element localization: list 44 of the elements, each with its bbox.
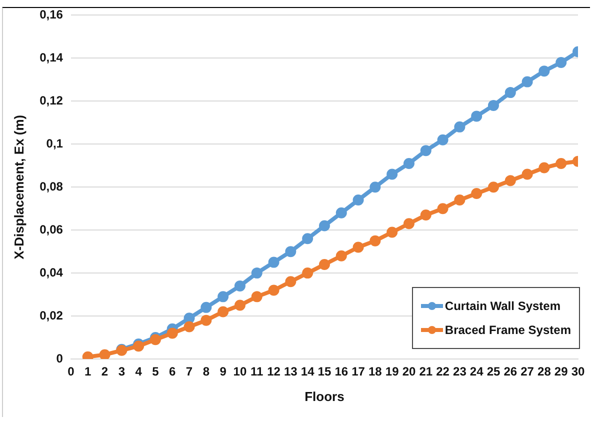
y-tick-label: 0,08 [40, 179, 64, 194]
x-tick-label: 17 [352, 364, 366, 379]
y-tick-label: 0,16 [40, 8, 64, 22]
y-axis-title: X-Displacement, Ex (m) [11, 114, 26, 260]
x-tick-label: 2 [101, 364, 108, 379]
x-tick-label: 14 [300, 364, 315, 379]
x-tick-label: 16 [334, 364, 348, 379]
x-tick-label: 7 [186, 364, 193, 379]
legend-label: Braced Frame System [444, 323, 571, 337]
x-tick-label: 0 [68, 364, 75, 379]
x-tick-label: 19 [385, 364, 400, 379]
x-tick-label: 8 [202, 364, 210, 379]
x-tick-label: 25 [486, 364, 500, 379]
x-tick-label: 23 [453, 364, 467, 379]
x-tick-label: 6 [169, 364, 176, 379]
x-tick-label: 30 [571, 364, 585, 379]
x-tick-label: 5 [152, 364, 160, 379]
x-tick-label: 29 [554, 364, 568, 379]
x-tick-label: 3 [118, 364, 126, 379]
y-tick-label: 0,06 [40, 222, 64, 236]
x-tick-label: 12 [267, 364, 281, 379]
x-tick-label: 24 [470, 364, 484, 379]
x-tick-label: 28 [538, 364, 552, 379]
y-tick-label: 0,12 [40, 93, 64, 108]
x-tick-label: 18 [368, 364, 382, 379]
x-axis-title: Floors [304, 388, 344, 404]
x-tick-label: 15 [318, 364, 332, 379]
legend-label: Curtain Wall System [444, 299, 561, 313]
x-tick-label: 11 [250, 364, 264, 379]
x-tick-label: 10 [233, 364, 247, 379]
y-tick-label: 0,1 [46, 136, 64, 150]
x-tick-label: 13 [284, 364, 298, 379]
y-tick-label: 0 [56, 351, 64, 366]
y-tick-label: 0,02 [40, 308, 64, 322]
x-tick-label: 9 [220, 364, 227, 379]
x-tick-label: 22 [436, 364, 450, 379]
x-tick-label: 27 [520, 364, 534, 379]
x-tick-label: 1 [84, 364, 92, 379]
y-tick-label: 0,04 [40, 265, 64, 280]
x-tick-label: 4 [135, 364, 142, 379]
x-tick-label: 20 [402, 364, 416, 379]
x-tick-label: 21 [419, 364, 433, 379]
y-tick-label: 0,14 [40, 50, 64, 64]
x-tick-label: 26 [504, 364, 518, 379]
